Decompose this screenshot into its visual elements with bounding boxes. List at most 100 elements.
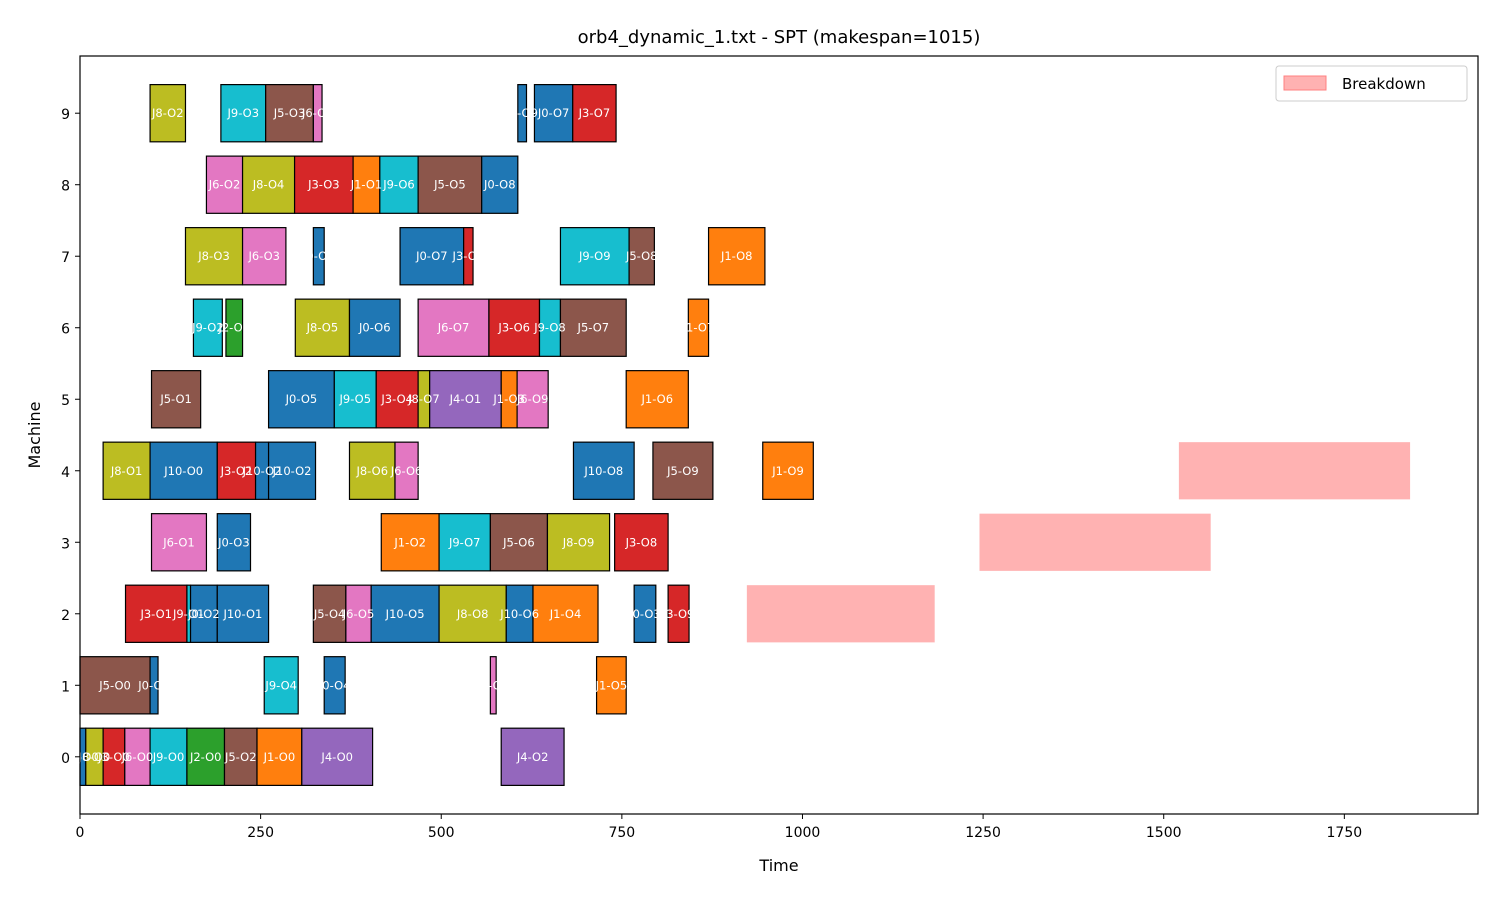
operation-bar xyxy=(241,155,296,214)
operation-bar xyxy=(205,155,244,214)
operation-label: J1-O9 xyxy=(771,464,804,478)
operation-label: J8-O3 xyxy=(197,249,230,263)
y-tick-label: 5 xyxy=(61,393,70,409)
operation-bar xyxy=(463,227,474,286)
operation-label: J4-O0 xyxy=(320,750,353,764)
y-tick-label: 3 xyxy=(61,536,70,552)
y-tick-label: 7 xyxy=(61,250,70,266)
operation-bar xyxy=(633,584,657,643)
operation-bar xyxy=(559,298,627,357)
operation-label: J10-O2 xyxy=(242,464,282,478)
operation-label: J3-O4 xyxy=(380,392,413,406)
operation-label: J9-O7 xyxy=(448,535,481,549)
operation-bar xyxy=(216,441,257,500)
operation-label: J10-O2 xyxy=(272,464,312,478)
operation-bar xyxy=(533,84,574,143)
operation-label: J1-O3 xyxy=(492,392,525,406)
operation-bar xyxy=(216,513,252,572)
operation-label: J0-O5 xyxy=(285,392,318,406)
operation-bar xyxy=(345,584,372,643)
operation-bar xyxy=(149,727,188,786)
operation-label: J8-O6 xyxy=(355,464,388,478)
operation-bar xyxy=(517,84,528,143)
operation-label: J1-O7 xyxy=(682,321,715,335)
y-tick-label: 6 xyxy=(61,322,70,338)
operation-bar xyxy=(263,656,299,715)
operation-bar xyxy=(375,370,419,429)
operation-label: J0-O6 xyxy=(358,321,391,335)
x-axis: 0 250 500 750 1000 1250 1500 1750 xyxy=(76,814,1362,841)
operation-label: J8-O0 xyxy=(78,750,111,764)
operation-label: J6-O1 xyxy=(162,535,195,549)
operation-label: J1-O1 xyxy=(350,178,383,192)
operation-bar xyxy=(380,513,440,572)
operation-label: J4-O2 xyxy=(516,750,549,764)
operation-label: J8-O8 xyxy=(456,607,489,621)
operation-bar xyxy=(438,584,507,643)
operation-bar xyxy=(399,227,465,286)
operation-bar xyxy=(149,656,159,715)
operation-label: J3-O2 xyxy=(220,464,253,478)
operation-bar xyxy=(707,227,766,286)
operation-bar xyxy=(489,656,497,715)
operation-bar xyxy=(481,155,519,214)
operation-label: J10-O6 xyxy=(499,607,539,621)
operation-label: J9-O9 xyxy=(578,249,611,263)
legend-frame xyxy=(1275,65,1468,102)
operation-label: J0-O7 xyxy=(537,106,570,120)
operation-bar xyxy=(595,656,627,715)
operation-bar xyxy=(225,298,244,357)
operation-label: J0-O2 xyxy=(187,607,220,621)
operation-label: J2-O0 xyxy=(189,750,222,764)
operation-label: J1-O6 xyxy=(640,392,673,406)
operation-bar xyxy=(267,370,335,429)
operation-bar xyxy=(312,84,323,143)
operation-label: J9-O0 xyxy=(152,750,185,764)
operation-bar xyxy=(267,441,317,500)
operation-label: J6-O6 xyxy=(390,464,423,478)
operation-bar xyxy=(348,298,401,357)
y-axis-label: Machine xyxy=(25,402,44,469)
plot-frame xyxy=(79,55,1479,815)
operation-label: J9-O4 xyxy=(264,678,297,692)
operation-label: J8-O9 xyxy=(562,535,595,549)
operation-label: J0-O4 xyxy=(318,678,351,692)
x-tick-label: 500 xyxy=(428,825,455,841)
operation-label: J9-O8 xyxy=(533,321,566,335)
operation-label: J6-O5 xyxy=(342,607,375,621)
operation-label: J9-O1 xyxy=(172,607,205,621)
operation-label: J6-O0 xyxy=(121,750,154,764)
operation-bar xyxy=(505,584,534,643)
operation-bar xyxy=(216,584,270,643)
operation-label: J9-O6 xyxy=(382,178,415,192)
y-axis: 0 1 2 3 4 5 6 7 8 9 xyxy=(61,107,80,767)
operation-bar xyxy=(149,84,187,143)
operation-bar xyxy=(762,441,814,500)
operation-label: J9-O2 xyxy=(191,321,224,335)
y-tick-label: 1 xyxy=(61,679,70,695)
operation-label: J0-O7 xyxy=(302,249,335,263)
operation-bar xyxy=(256,727,303,786)
operation-bar xyxy=(323,656,346,715)
operation-label: J5-O4 xyxy=(313,607,346,621)
operation-label: J5-O3 xyxy=(273,106,306,120)
operation-label: J10-O0 xyxy=(163,464,203,478)
operation-bar xyxy=(687,298,710,357)
operation-label: J8-O5 xyxy=(306,321,339,335)
operation-label: J0-O7 xyxy=(415,249,448,263)
operation-bar xyxy=(625,370,689,429)
operation-label: J10-O1 xyxy=(222,607,262,621)
y-tick-label: 2 xyxy=(61,608,70,624)
operation-bar xyxy=(312,227,325,286)
operation-bar xyxy=(546,513,611,572)
operation-label: J3-O3 xyxy=(307,178,340,192)
x-tick-label: 1500 xyxy=(1146,825,1182,841)
operation-label: J8-O7 xyxy=(407,392,440,406)
operation-bar xyxy=(186,727,226,786)
operation-bar xyxy=(293,155,354,214)
operation-bar xyxy=(352,155,381,214)
operation-label: J5-O8 xyxy=(625,249,658,263)
operation-label: J1-O2 xyxy=(393,535,426,549)
operation-label: J5-O0 xyxy=(98,678,131,692)
